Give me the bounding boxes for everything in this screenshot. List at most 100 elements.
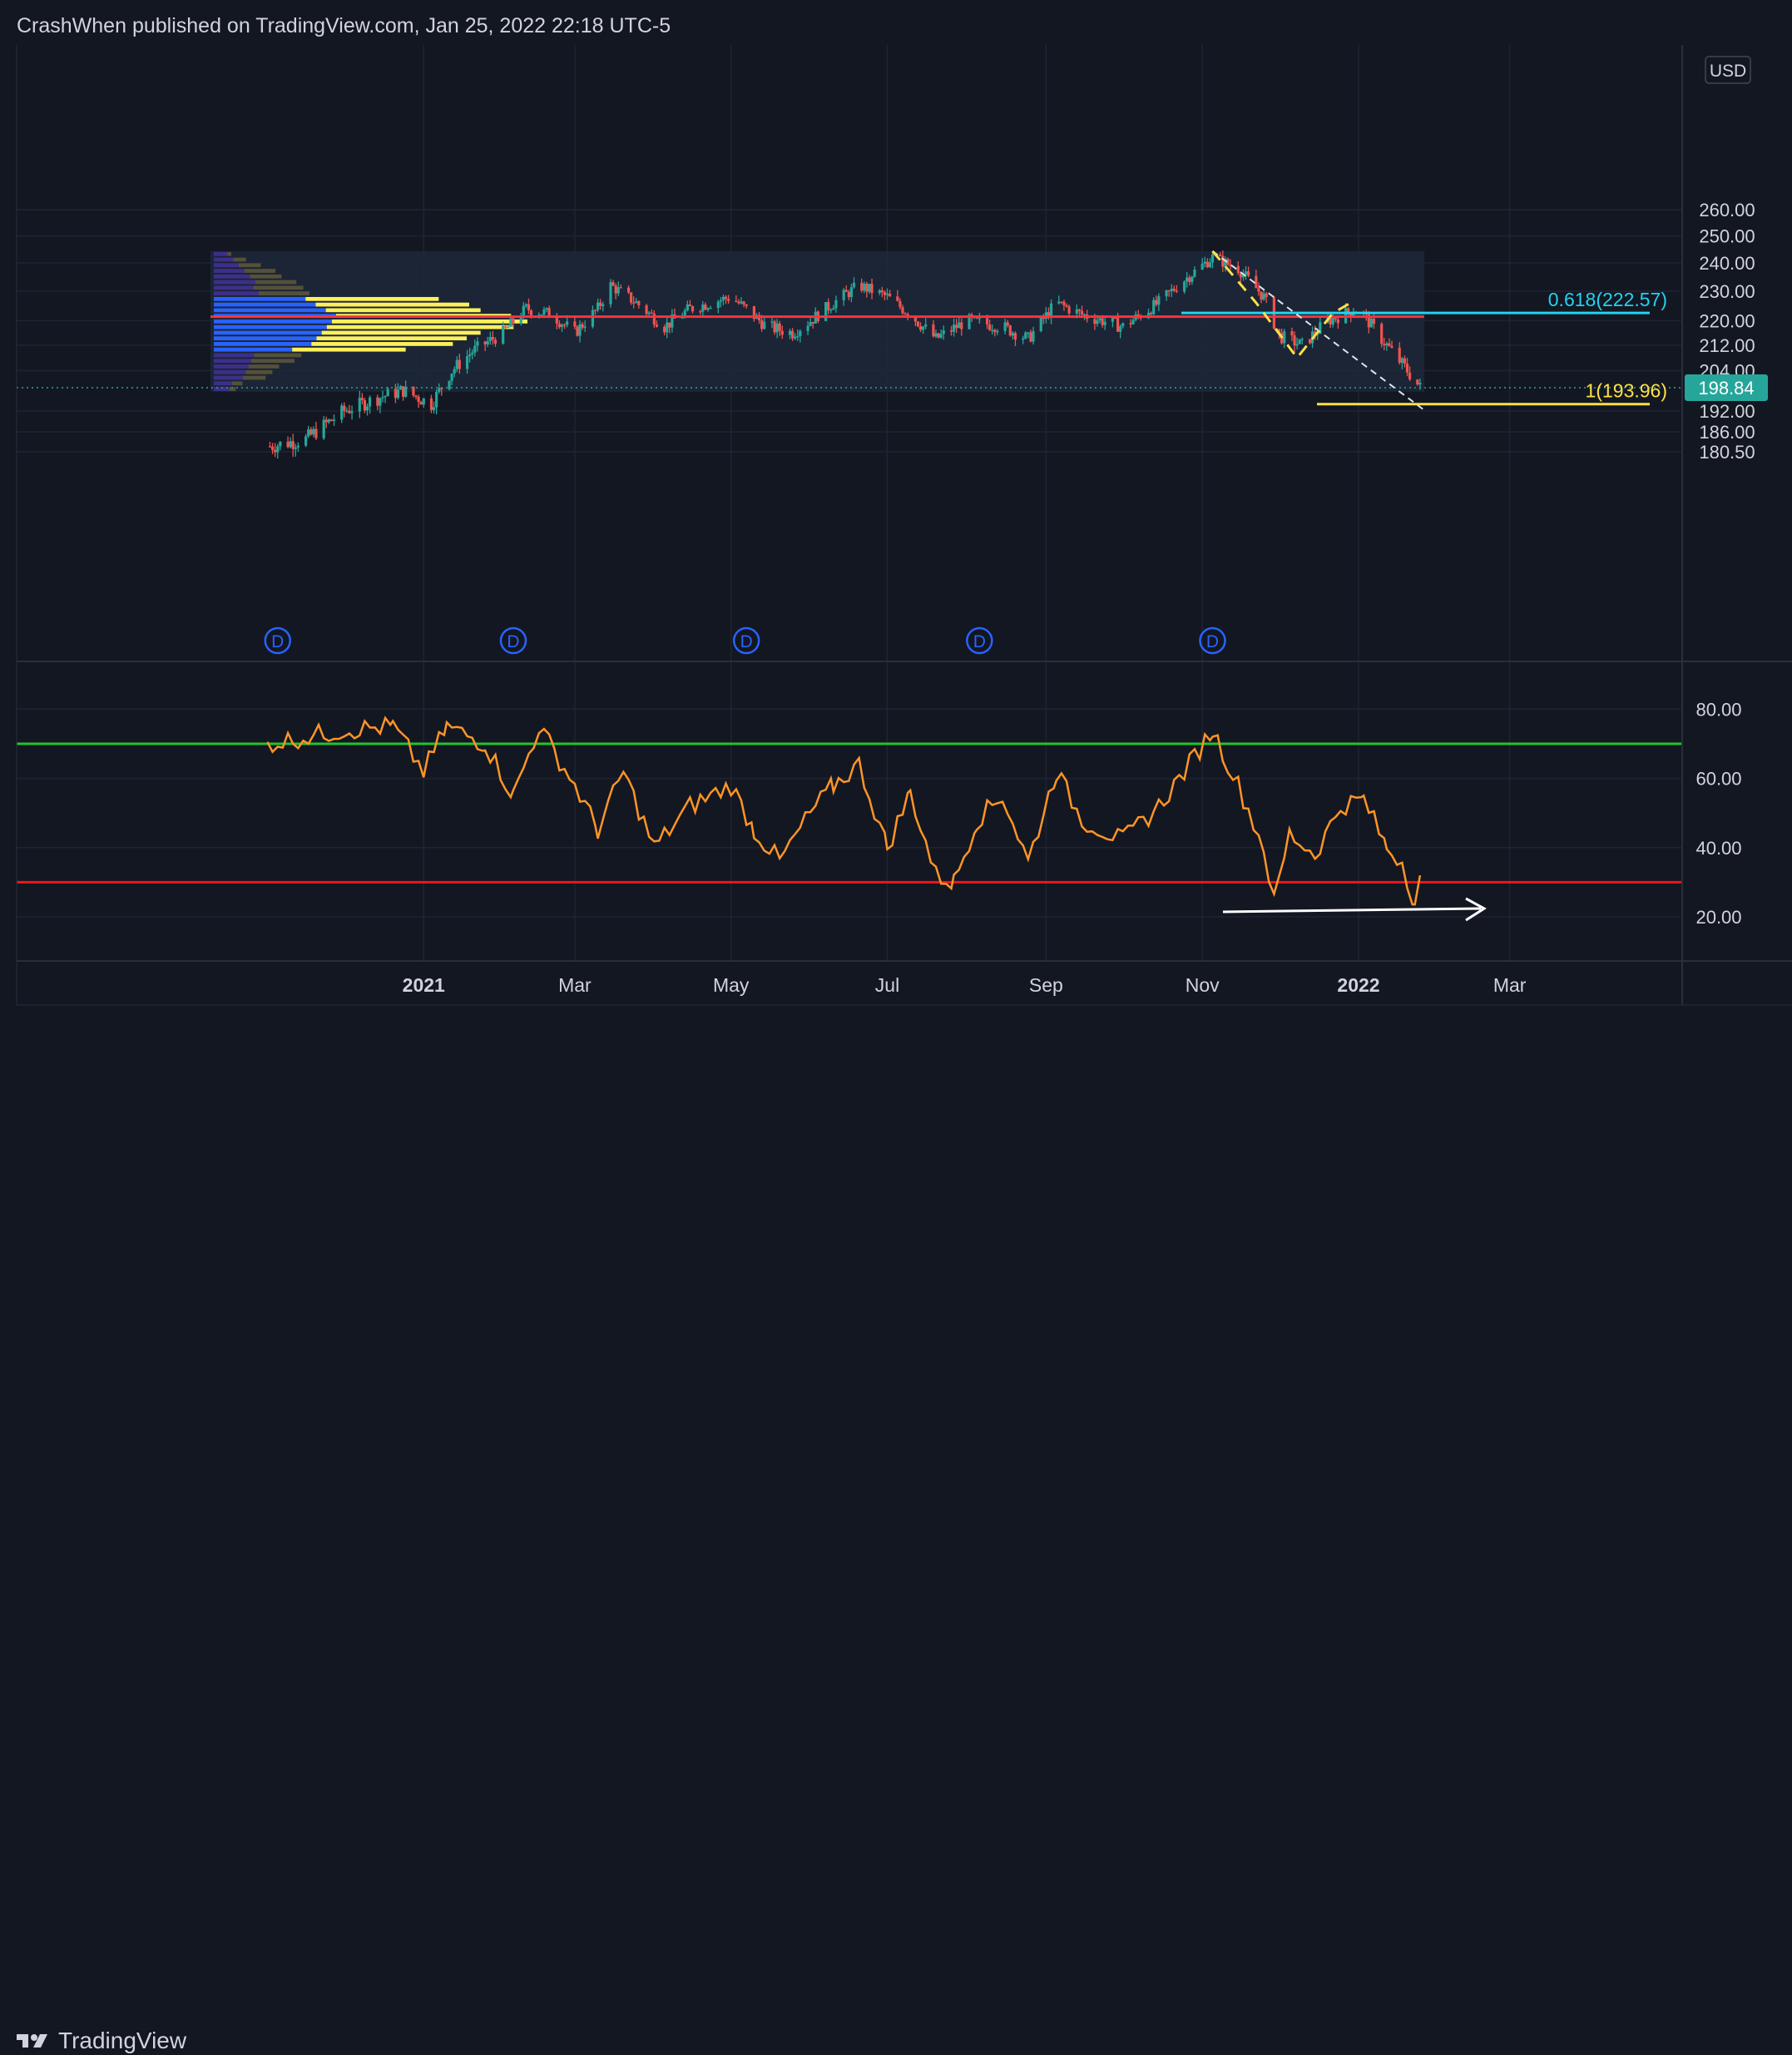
vp-down-bar xyxy=(305,296,439,301)
candle-body xyxy=(958,322,961,329)
candle-body xyxy=(379,398,382,406)
candle-body xyxy=(868,284,871,292)
candle-body xyxy=(955,324,958,329)
candle-body xyxy=(560,324,564,328)
candle-body xyxy=(419,402,423,405)
candle-body xyxy=(324,419,328,423)
candle-body xyxy=(1283,331,1286,344)
vp-down-bar xyxy=(315,302,469,307)
candle-body xyxy=(901,307,904,314)
candle-body xyxy=(566,321,569,325)
candle-body xyxy=(504,325,507,328)
candle-body xyxy=(404,386,408,397)
vp-up-bar xyxy=(214,369,246,374)
tradingview-logo[interactable]: TradingView xyxy=(17,2027,186,2055)
rsi-tick-label: 40.00 xyxy=(1695,838,1741,859)
candle-body xyxy=(716,301,720,309)
candle-body xyxy=(985,318,989,324)
chart-canvas[interactable]: 0.618(222.57) 1(193.96) D D D D D 260.00 250.0… xyxy=(0,0,1792,1065)
candle-body xyxy=(1098,318,1101,321)
vp-down-bar xyxy=(321,330,481,335)
candle-body xyxy=(863,283,866,291)
candle-body xyxy=(1060,301,1063,303)
candle-body xyxy=(381,397,384,399)
price-tick-label: 180.50 xyxy=(1699,442,1755,463)
vp-up-bar xyxy=(214,308,326,313)
candle-body xyxy=(562,324,567,326)
candle-body xyxy=(1167,290,1171,292)
candle-body xyxy=(1157,296,1161,305)
candle-body xyxy=(1188,277,1191,282)
candle-body xyxy=(1385,343,1389,346)
vp-up-bar xyxy=(214,381,233,386)
candle-body xyxy=(458,359,461,369)
candle-body xyxy=(386,389,389,397)
candle-body xyxy=(699,311,702,313)
candle-body xyxy=(1265,293,1268,298)
candle-body xyxy=(706,308,710,310)
candle-body xyxy=(376,397,379,406)
candle-body xyxy=(1405,364,1409,373)
candle-body xyxy=(1006,322,1009,326)
candle-body xyxy=(1390,345,1394,348)
candle-body xyxy=(885,293,889,295)
candle-body xyxy=(809,322,812,326)
candle-body xyxy=(1096,320,1099,324)
candle-body xyxy=(619,287,622,289)
candle-body xyxy=(593,309,597,311)
time-tick-label: 2021 xyxy=(403,974,445,996)
candle-body xyxy=(312,428,315,435)
candle-body xyxy=(688,304,692,307)
candle-body xyxy=(522,305,525,318)
candle-body xyxy=(1398,347,1401,363)
candle-body xyxy=(1226,259,1230,265)
candle-body xyxy=(507,326,510,329)
candle-body xyxy=(1057,301,1061,304)
candle-body xyxy=(483,341,487,344)
candle-body xyxy=(327,419,330,423)
candle-body xyxy=(763,321,766,329)
candle-body xyxy=(1331,318,1334,324)
candle-body xyxy=(896,296,899,301)
candle-body xyxy=(289,441,292,448)
time-tick-label: Nov xyxy=(1186,974,1220,996)
vp-down-bar xyxy=(325,308,481,313)
vp-down-bar xyxy=(258,291,309,295)
candle-body xyxy=(1013,333,1017,340)
vp-up-bar xyxy=(214,353,255,358)
vp-down-bar xyxy=(233,257,246,262)
candle-body xyxy=(1224,259,1227,267)
vp-up-bar xyxy=(214,280,255,285)
rsi-pane-bg xyxy=(17,666,1682,961)
candle-body xyxy=(476,341,479,346)
candle-body xyxy=(1119,326,1122,332)
vp-down-bar xyxy=(254,353,302,358)
candle-body xyxy=(1008,325,1012,336)
vp-down-bar xyxy=(255,280,297,285)
candle-body xyxy=(968,314,971,329)
candle-body xyxy=(686,304,689,311)
drawing-tools: 0.618(222.57) 1(193.96) xyxy=(17,250,1682,411)
candle-body xyxy=(691,306,695,312)
candle-body xyxy=(637,301,641,306)
candle-body xyxy=(849,287,854,298)
candle-body xyxy=(1121,323,1125,327)
candle-body xyxy=(1260,291,1263,300)
candle-body xyxy=(913,317,917,322)
candle-body xyxy=(668,322,671,328)
vp-down-bar xyxy=(229,387,236,391)
candle-body xyxy=(1186,277,1189,282)
candle-body xyxy=(1221,255,1225,267)
candle-body xyxy=(1369,319,1373,328)
candle-body xyxy=(932,324,935,337)
candle-body xyxy=(340,405,344,420)
candle-body xyxy=(870,284,874,294)
candle-body xyxy=(398,386,403,390)
candle-body xyxy=(960,322,963,329)
price-tick-label: 230.00 xyxy=(1699,281,1755,302)
dividend-marker xyxy=(966,626,993,655)
candle-body xyxy=(599,302,602,306)
candle-body xyxy=(1116,318,1120,332)
candle-body xyxy=(268,446,272,448)
candle-body xyxy=(934,333,938,337)
